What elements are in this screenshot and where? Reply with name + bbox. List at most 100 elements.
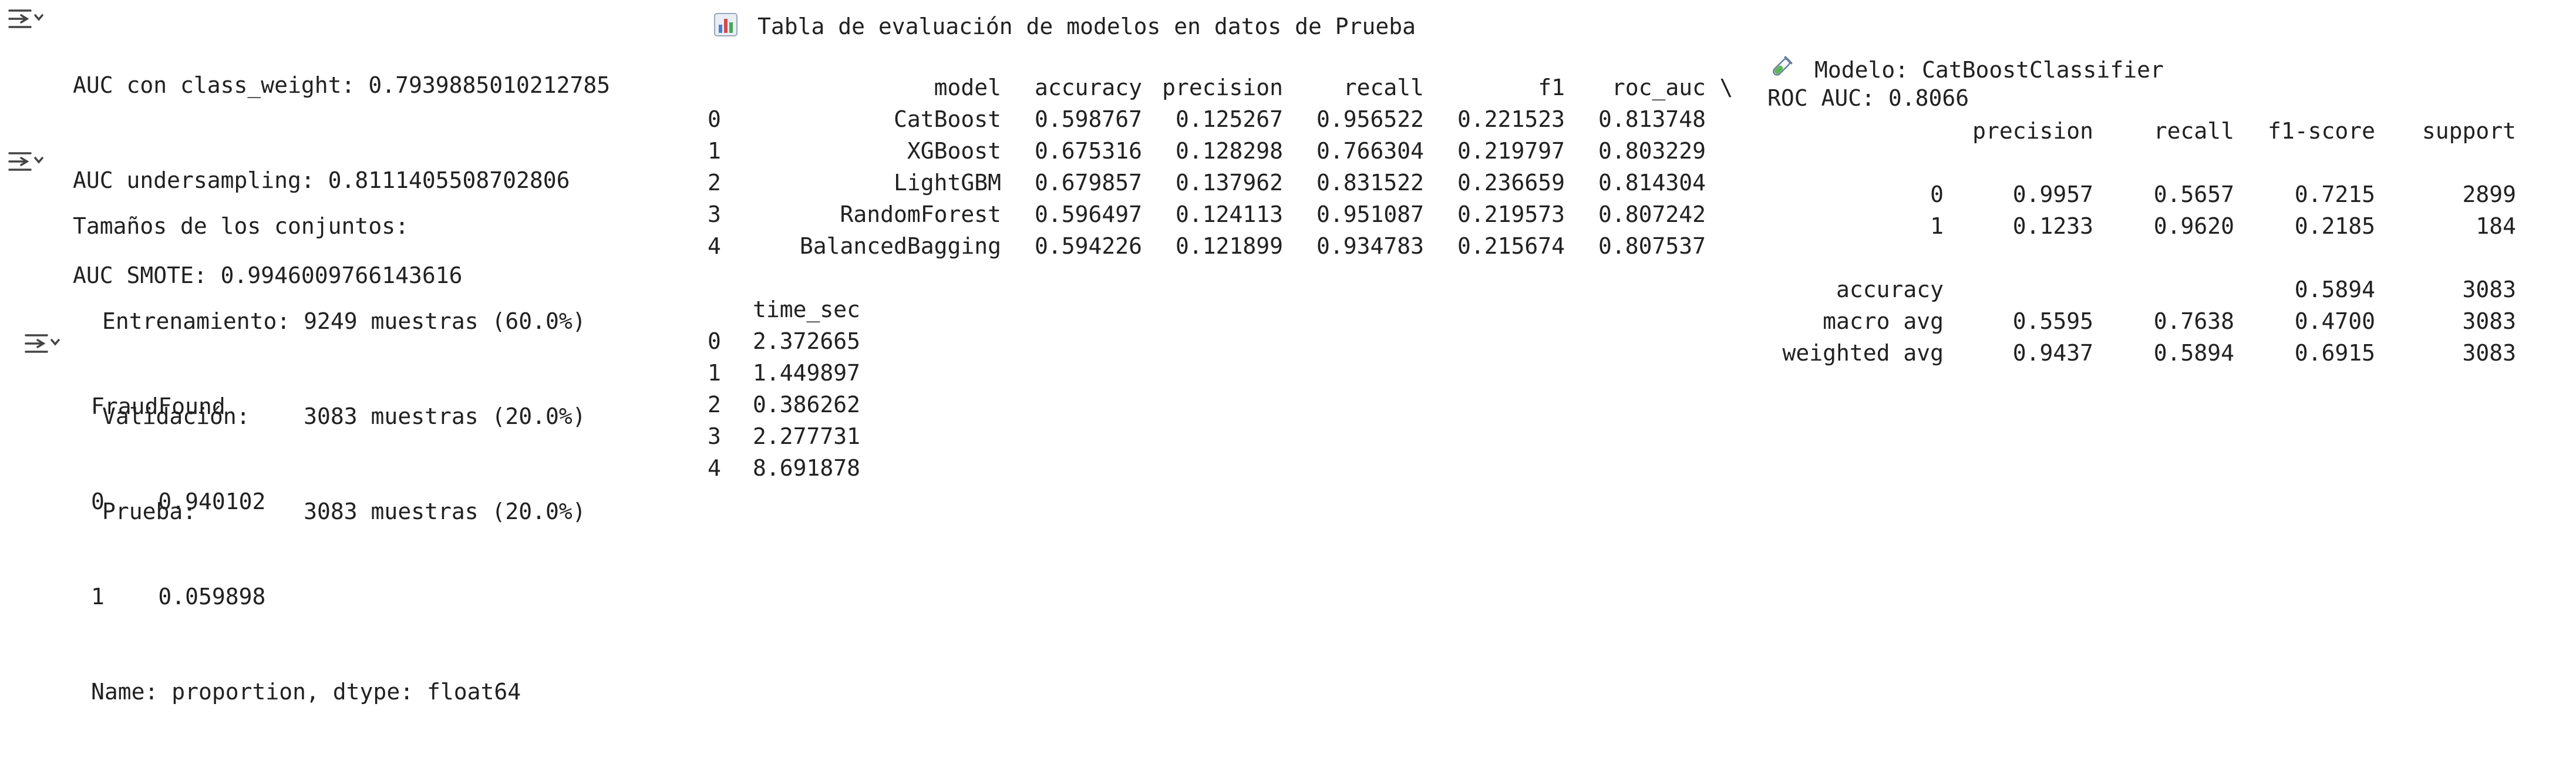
- auc-line: AUC undersampling: 0.8111405508702806: [73, 167, 570, 193]
- cell-f1: 0.215674: [1457, 233, 1565, 259]
- output-toggle-icon[interactable]: [7, 150, 46, 173]
- cell-time: 2.372665: [752, 328, 860, 354]
- models-table-title: Tabla de evaluación de modelos en datos …: [757, 14, 1416, 39]
- row-index: 1: [708, 360, 721, 386]
- sizes-title: Tamaños de los conjuntos:: [73, 213, 409, 239]
- cell-model: LightGBM: [893, 170, 1001, 196]
- column-header: precision: [1162, 75, 1283, 100]
- cell-time: 2.277731: [752, 423, 860, 449]
- cell-recall: 0.9620: [2153, 213, 2234, 239]
- cell-precision: 0.9437: [2012, 340, 2093, 366]
- cell-roc-auc: 0.814304: [1598, 170, 1706, 196]
- table-header-row: model accuracy precision recall f1 roc_a…: [708, 72, 1747, 103]
- cell-precision: 0.128298: [1175, 138, 1283, 164]
- cell-precision: 0.5595: [2012, 308, 2093, 334]
- cell-model: CatBoost: [893, 106, 1001, 132]
- row-index: 0: [708, 106, 721, 132]
- table-row: 2 LightGBM 0.679857 0.137962 0.831522 0.…: [708, 167, 1747, 198]
- table-row: 0 0.9957 0.5657 0.7215 2899: [1767, 179, 2516, 210]
- cell-recall: 0.951087: [1316, 201, 1424, 227]
- cell-recall: 0.831522: [1316, 170, 1424, 196]
- row-index: 4: [708, 455, 721, 481]
- cell-accuracy: 0.679857: [1034, 170, 1142, 196]
- cell-accuracy: 0.598767: [1034, 106, 1142, 132]
- column-header: model: [934, 75, 1001, 100]
- cell-roc-auc: 0.803229: [1598, 138, 1706, 164]
- table-row: 1 XGBoost 0.675316 0.128298 0.766304 0.2…: [708, 135, 1747, 167]
- test-tube-icon: [1773, 56, 1793, 76]
- cell-recall: 0.934783: [1316, 233, 1424, 259]
- cell-accuracy: 0.596497: [1034, 201, 1142, 227]
- summary-label: macro avg: [1823, 308, 1944, 334]
- output-toggle-icon[interactable]: [23, 332, 62, 355]
- column-header: recall: [1343, 75, 1424, 100]
- cell-f1: 0.236659: [1457, 170, 1565, 196]
- table-row: 2 0.386262: [708, 389, 860, 420]
- table-row: 4 8.691878: [708, 452, 860, 484]
- cell-support: 3083: [2462, 277, 2516, 302]
- sizes-line: Entrenamiento: 9249 muestras (60.0%): [102, 308, 586, 334]
- cell-precision: 0.1233: [2012, 213, 2093, 239]
- cell-f1: 0.219573: [1457, 201, 1565, 227]
- table-row: 0 2.372665: [708, 325, 860, 357]
- column-header: roc_auc: [1611, 75, 1706, 100]
- series-row: 1 0.059898: [91, 584, 266, 610]
- column-header: accuracy: [1034, 75, 1142, 100]
- cell-f1: 0.6915: [2294, 340, 2375, 366]
- cell-recall: 0.5894: [2153, 340, 2234, 366]
- cell-precision: 0.121899: [1175, 233, 1283, 259]
- column-header: time_sec: [752, 297, 860, 322]
- cell-model: RandomForest: [840, 201, 1001, 227]
- row-index: 3: [708, 423, 721, 449]
- row-index: 3: [708, 201, 721, 227]
- row-index: 2: [708, 170, 721, 196]
- cell-support: 3083: [2462, 308, 2516, 334]
- cell-time: 8.691878: [752, 455, 860, 481]
- summary-label: weighted avg: [1782, 340, 1944, 366]
- summary-label: accuracy: [1836, 277, 1944, 302]
- row-index: 2: [708, 392, 721, 418]
- series-name: FraudFound: [91, 393, 225, 419]
- cell-support: 3083: [2462, 340, 2516, 366]
- table-row: macro avg 0.5595 0.7638 0.4700 3083: [1767, 305, 2516, 337]
- cell-f1: 0.4700: [2294, 308, 2375, 334]
- cell-precision: 0.125267: [1175, 106, 1283, 132]
- cell-recall: [2093, 274, 2234, 305]
- cell-time: 0.386262: [752, 392, 860, 418]
- cell-precision: 0.137962: [1175, 170, 1283, 196]
- report-roc-auc: ROC AUC: 0.8066: [1767, 85, 1969, 111]
- output-toggle-icon[interactable]: [7, 7, 46, 31]
- cell-precision: [1944, 274, 2093, 305]
- cell-recall: 0.766304: [1316, 138, 1424, 164]
- table-row: 3 2.277731: [708, 420, 860, 452]
- column-header: f1: [1538, 75, 1565, 100]
- cell-recall: 0.7638: [2153, 308, 2234, 334]
- table-header-row: time_sec: [708, 294, 860, 325]
- bar-chart-icon: [714, 13, 738, 36]
- cell-support: 2899: [2462, 181, 2516, 207]
- table-header-row: precision recall f1-score support: [1767, 115, 2516, 147]
- table-row: 0 CatBoost 0.598767 0.125267 0.956522 0.…: [708, 103, 1747, 135]
- cell-f1: 0.2185: [2294, 213, 2375, 239]
- class-label: 0: [1930, 181, 1944, 207]
- cell-model: BalancedBagging: [799, 233, 1001, 259]
- table-row: 1 1.449897: [708, 357, 860, 389]
- row-index: 1: [708, 138, 721, 164]
- column-header: recall: [2153, 118, 2234, 144]
- table-row: 1 0.1233 0.9620 0.2185 184: [1767, 210, 2516, 242]
- column-header: precision: [1972, 118, 2093, 144]
- class-label: 1: [1930, 213, 1944, 239]
- cell-precision: 0.124113: [1175, 201, 1283, 227]
- column-header: support: [2422, 118, 2516, 144]
- series-row: 0 0.940102: [91, 489, 266, 514]
- cell-roc-auc: 0.813748: [1598, 106, 1706, 132]
- report-model-title: Modelo: CatBoostClassifier: [1814, 57, 2164, 83]
- cell-precision: 0.9957: [2012, 181, 2093, 207]
- cell-recall: 0.956522: [1316, 106, 1424, 132]
- models-dataframe: model accuracy precision recall f1 roc_a…: [708, 72, 1747, 262]
- table-row: accuracy 0.5894 3083: [1767, 274, 2516, 305]
- classification-report: precision recall f1-score support 0 0.99…: [1767, 115, 2516, 369]
- cell-support: 184: [2476, 213, 2516, 239]
- row-index: 4: [708, 233, 721, 259]
- cell-time: 1.449897: [752, 360, 860, 386]
